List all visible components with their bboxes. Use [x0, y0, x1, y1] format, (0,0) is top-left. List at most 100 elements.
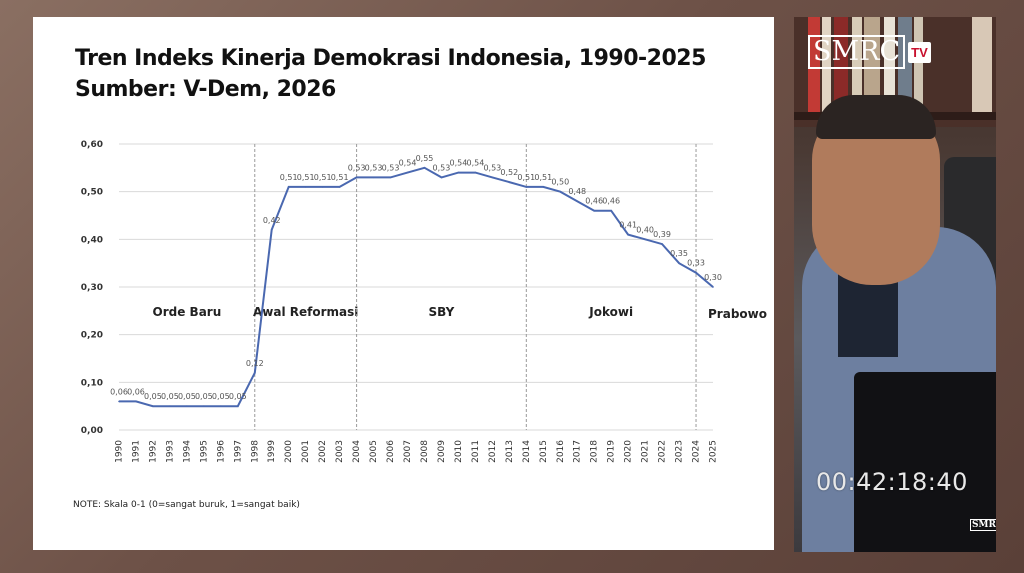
- y-tick-label: 0,20: [81, 331, 103, 341]
- data-label: 0,05: [212, 392, 230, 401]
- x-tick-label: 2014: [522, 440, 532, 463]
- data-label: 0,41: [619, 221, 637, 230]
- data-point: [186, 405, 188, 407]
- data-point: [644, 238, 646, 241]
- y-tick-label: 0,30: [81, 283, 103, 293]
- data-label: 0,05: [178, 392, 196, 401]
- period-label: Jokowi: [588, 305, 633, 319]
- data-label: 0,30: [704, 273, 722, 282]
- data-label: 0,46: [585, 197, 603, 206]
- x-tick-label: 2018: [590, 440, 600, 463]
- y-tick-label: 0,60: [81, 140, 103, 150]
- x-tick-label: 1992: [148, 440, 158, 463]
- y-tick-label: 0,00: [81, 426, 103, 436]
- x-tick-label: 2011: [471, 440, 481, 463]
- period-label: Orde Baru: [153, 305, 222, 319]
- logo-wordmark: SMRC: [808, 35, 906, 69]
- data-point: [253, 372, 256, 374]
- period-label: Awal Reformasi: [253, 305, 358, 319]
- data-label: 0,39: [653, 230, 671, 239]
- data-point: [695, 271, 697, 274]
- data-point: [559, 190, 562, 193]
- x-tick-label: 1995: [199, 440, 209, 463]
- x-tick-label: 2009: [437, 440, 447, 463]
- x-tick-label: 2003: [335, 440, 345, 463]
- x-tick-label: 2002: [318, 440, 328, 463]
- data-label: 0,53: [483, 163, 501, 172]
- book: [834, 17, 848, 112]
- data-label: 0,50: [551, 178, 569, 187]
- data-label: 0,53: [365, 163, 383, 172]
- smrc-tv-logo: SMRC TV: [808, 35, 954, 69]
- x-tick-label: 2020: [624, 440, 634, 463]
- data-label: 0,48: [568, 187, 586, 196]
- book: [852, 17, 862, 112]
- data-label: 0,53: [382, 163, 400, 172]
- data-label: 0,51: [280, 173, 298, 182]
- x-tick-label: 2007: [403, 440, 413, 463]
- x-tick-label: 2017: [573, 440, 583, 463]
- data-label: 0,54: [399, 159, 417, 168]
- book: [864, 17, 880, 112]
- period-label: Prabowo: [708, 307, 767, 321]
- data-label: 0,35: [670, 249, 688, 258]
- data-point: [389, 176, 392, 179]
- y-tick-label: 0,50: [81, 188, 103, 198]
- laptop: [854, 372, 996, 552]
- x-tick-label: 1993: [165, 440, 175, 463]
- data-point: [287, 186, 290, 188]
- data-point: [542, 186, 545, 188]
- series-line: [119, 166, 714, 408]
- person-hair: [816, 95, 936, 139]
- x-tick-label: 2006: [386, 440, 396, 463]
- data-point: [661, 243, 663, 245]
- data-point: [423, 167, 426, 169]
- data-label: 0,54: [450, 159, 468, 168]
- data-point: [491, 176, 494, 179]
- x-tick-label: 2005: [369, 440, 379, 463]
- chart-title: Tren Indeks Kinerja Demokrasi Indonesia,…: [75, 46, 706, 71]
- data-point: [304, 186, 307, 188]
- x-tick-label: 2025: [709, 440, 719, 463]
- data-point: [440, 176, 443, 179]
- data-label: 0,53: [433, 163, 451, 172]
- data-label: 0,51: [297, 173, 315, 182]
- scale-note: NOTE: Skala 0-1 (0=sangat buruk, 1=sanga…: [73, 500, 300, 510]
- x-tick-label: 2012: [488, 440, 498, 463]
- book: [808, 17, 820, 112]
- data-point: [203, 405, 205, 407]
- data-point: [712, 286, 714, 288]
- data-point: [355, 176, 358, 179]
- x-tick-label: 2023: [675, 440, 685, 463]
- data-label: 0,53: [348, 163, 366, 172]
- x-tick-label: 2001: [301, 440, 311, 463]
- data-point: [321, 186, 324, 188]
- book: [884, 17, 895, 112]
- data-point: [406, 171, 409, 174]
- x-tick-label: 2022: [658, 440, 668, 463]
- x-tick-label: 2015: [539, 440, 549, 463]
- watermark-text: SMRC: [972, 520, 996, 530]
- x-tick-label: 1997: [233, 440, 243, 463]
- y-tick-label: 0,10: [81, 378, 103, 388]
- period-label: SBY: [429, 305, 455, 319]
- data-label: 0,51: [331, 173, 349, 182]
- x-tick-label: 1994: [182, 440, 192, 463]
- book: [822, 17, 831, 112]
- logo-tv-badge: TV: [908, 41, 931, 63]
- x-tick-label: 2010: [454, 440, 464, 463]
- x-tick-label: 2021: [641, 440, 651, 463]
- x-tick-label: 1996: [216, 440, 226, 463]
- data-label: 0,33: [687, 259, 705, 268]
- x-tick-label: 1990: [115, 440, 125, 463]
- data-point: [169, 405, 171, 407]
- slide-panel: Tren Indeks Kinerja Demokrasi Indonesia,…: [33, 17, 774, 550]
- data-point: [525, 186, 528, 188]
- data-label: 0,51: [534, 173, 552, 182]
- data-point: [118, 400, 120, 403]
- x-tick-label: 2019: [607, 440, 617, 463]
- data-point: [678, 262, 680, 264]
- data-label: 0,06: [127, 387, 145, 396]
- data-point: [237, 405, 239, 407]
